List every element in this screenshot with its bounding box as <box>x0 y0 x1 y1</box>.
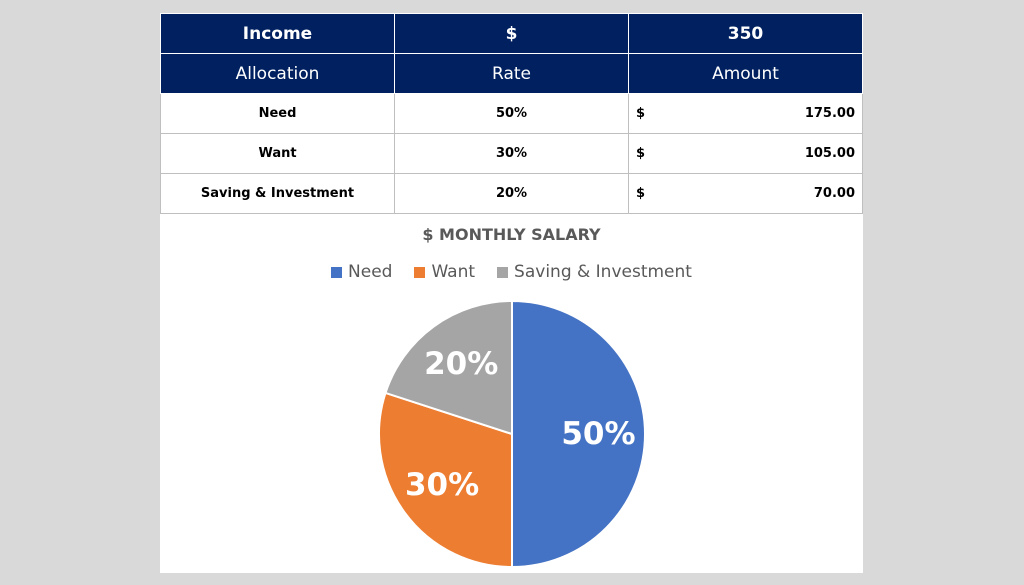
amount-cell[interactable]: $ 175.00 <box>628 93 863 134</box>
legend-entry-saving: Saving & Investment <box>497 262 692 282</box>
rate-cell[interactable]: 30% <box>394 133 629 174</box>
income-row: Income $ 350 <box>160 13 863 54</box>
legend-label-need: Need <box>348 262 393 282</box>
pie-label-need: 50% <box>561 416 635 452</box>
pie-slice-want[interactable] <box>378 391 513 569</box>
pie-label-want: 30% <box>405 467 479 503</box>
income-label-cell[interactable]: Income <box>160 13 395 54</box>
allocation-cell[interactable]: Want <box>160 133 395 174</box>
pie-slice-saving[interactable] <box>384 299 513 436</box>
rate-header[interactable]: Rate <box>394 53 629 94</box>
legend-swatch-need <box>331 266 343 278</box>
currency-symbol: $ <box>636 106 646 121</box>
table-row: Need 50% $ 175.00 <box>160 93 863 134</box>
income-value-cell[interactable]: 350 <box>628 13 863 54</box>
chart-title: $ MONTHLY SALARY <box>422 225 601 244</box>
pie-chart: 50% 30% 20% <box>378 299 646 569</box>
legend-swatch-want <box>414 266 426 278</box>
amount-cell[interactable]: $ 70.00 <box>628 173 863 214</box>
pie-label-saving: 20% <box>424 346 498 382</box>
pie-slice-need[interactable] <box>511 299 646 569</box>
column-header-row: Allocation Rate Amount <box>160 53 863 94</box>
amount-value: 175.00 <box>804 106 855 121</box>
allocation-cell[interactable]: Saving & Investment <box>160 173 395 214</box>
budget-table: Income $ 350 Allocation Rate Amount Need… <box>160 13 863 214</box>
legend-entry-want: Want <box>414 262 475 282</box>
currency-symbol: $ <box>636 186 646 201</box>
currency-symbol: $ <box>636 146 646 161</box>
legend-label-saving: Saving & Investment <box>514 262 692 282</box>
amount-value: 105.00 <box>804 146 855 161</box>
table-row: Want 30% $ 105.00 <box>160 133 863 174</box>
legend-label-want: Want <box>431 262 476 282</box>
chart-legend: Need Want Saving & Investment <box>160 262 863 282</box>
allocation-header[interactable]: Allocation <box>160 53 395 94</box>
rate-cell[interactable]: 20% <box>394 173 629 214</box>
spreadsheet-sheet: Income $ 350 Allocation Rate Amount Need… <box>160 13 863 573</box>
legend-entry-need: Need <box>331 262 392 282</box>
amount-header[interactable]: Amount <box>628 53 863 94</box>
amount-value: 70.00 <box>813 186 855 201</box>
legend-swatch-saving <box>497 266 509 278</box>
table-row: Saving & Investment 20% $ 70.00 <box>160 173 863 214</box>
